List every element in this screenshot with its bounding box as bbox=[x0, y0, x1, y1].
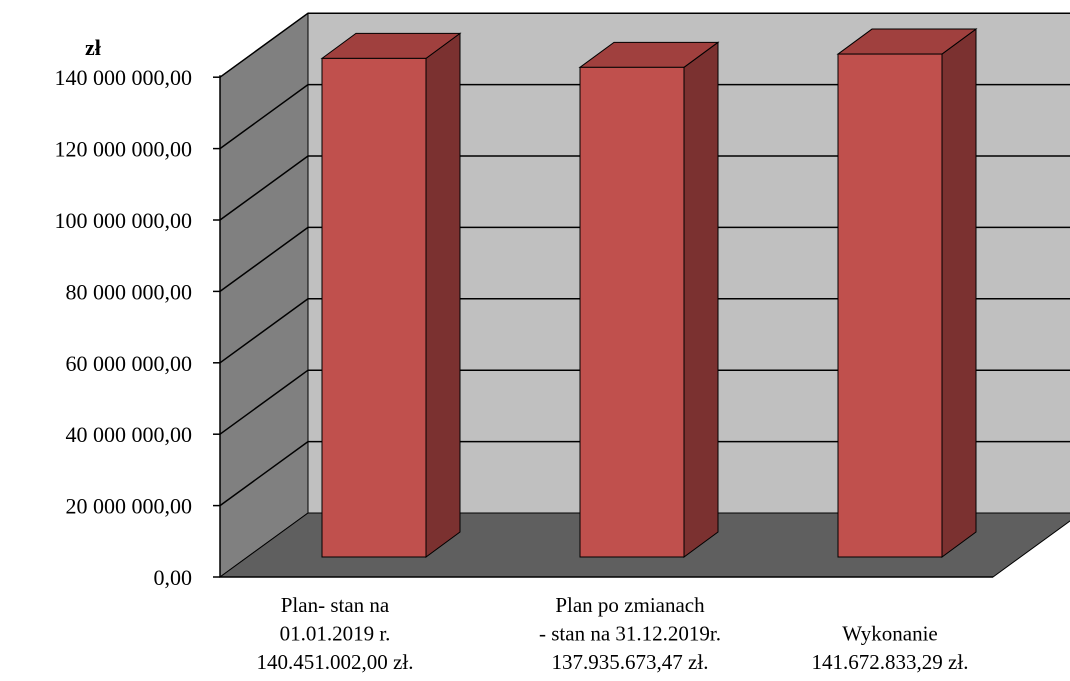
x-category-label: Wykonanie 141.672.833,29 zł. bbox=[812, 622, 969, 675]
x-category-line: - stan na 31.12.2019r. bbox=[539, 622, 721, 646]
bars bbox=[320, 28, 978, 558]
gridline bbox=[219, 83, 1070, 150]
bar-front bbox=[321, 57, 427, 558]
gridline bbox=[219, 155, 1070, 221]
y-tick-label: 100 000 000,00 bbox=[55, 208, 193, 233]
x-category-line: 137.935.673,47 zł. bbox=[552, 650, 709, 674]
y-tick-label: 0,00 bbox=[154, 565, 193, 590]
gridline bbox=[219, 298, 1070, 364]
bar bbox=[578, 41, 720, 558]
gridline bbox=[219, 440, 1070, 507]
bar-side bbox=[683, 41, 719, 558]
gridlines bbox=[219, 12, 1070, 507]
x-category-line: 01.01.2019 r. bbox=[280, 622, 391, 646]
gridline bbox=[219, 369, 1070, 435]
axes bbox=[219, 75, 993, 578]
y-axis-label: zł bbox=[85, 35, 101, 60]
x-category-line: Plan- stan na bbox=[281, 593, 390, 617]
gridline bbox=[219, 226, 1070, 293]
y-tick-label: 60 000 000,00 bbox=[66, 351, 193, 376]
y-tick-label: 20 000 000,00 bbox=[66, 494, 193, 519]
bar bbox=[836, 28, 978, 558]
x-category-label: Plan- stan na 01.01.2019 r. 140.451.002,00… bbox=[257, 593, 414, 674]
y-tick-label: 40 000 000,00 bbox=[66, 422, 193, 447]
bar-front bbox=[579, 66, 685, 558]
x-category-line: Wykonanie bbox=[842, 622, 938, 646]
x-category-line: Plan po zmianach bbox=[555, 593, 705, 617]
y-tick-label: 120 000 000,00 bbox=[55, 137, 193, 162]
x-category-label: Plan po zmianach - stan na 31.12.2019r. 13… bbox=[539, 593, 721, 674]
gridline bbox=[219, 12, 1070, 78]
bar-side bbox=[941, 28, 977, 558]
x-category-line: 140.451.002,00 zł. bbox=[257, 650, 414, 674]
bar-front bbox=[837, 53, 943, 558]
bar bbox=[320, 32, 462, 558]
y-tick-labels: 0,00 20 000 000,00 40 000 000,00 60 000 000… bbox=[55, 65, 220, 590]
bar-side bbox=[425, 32, 461, 558]
x-category-line: 141.672.833,29 zł. bbox=[812, 650, 969, 674]
y-tick-label: 80 000 000,00 bbox=[66, 279, 193, 304]
x-tick-labels: Plan- stan na 01.01.2019 r. 140.451.002,00… bbox=[257, 593, 969, 674]
y-tick-label: 140 000 000,00 bbox=[55, 65, 193, 90]
side-wall bbox=[219, 12, 309, 578]
